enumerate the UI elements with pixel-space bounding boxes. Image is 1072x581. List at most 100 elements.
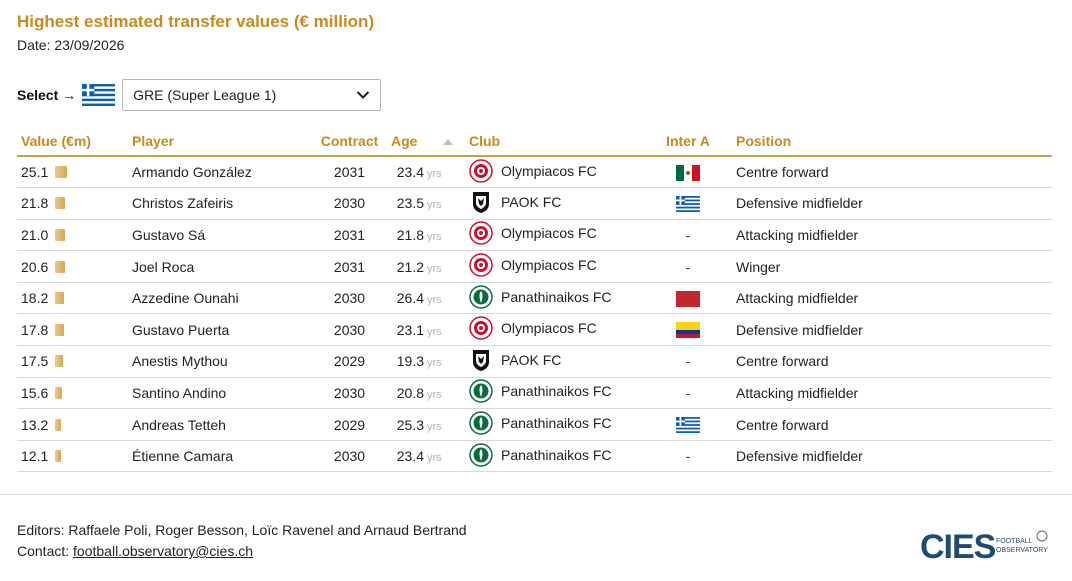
position-cell: Winger <box>724 250 1052 283</box>
morocco-flag-icon <box>676 290 700 307</box>
age-value: 25.3 <box>396 416 424 433</box>
olympiacos-crest-icon <box>469 253 493 277</box>
column-header-value[interactable]: Value (€m) <box>17 126 128 157</box>
column-header-inter[interactable]: Inter A <box>652 126 724 157</box>
contract-cell: 2031 <box>312 250 387 283</box>
player-cell: Étienne Camara <box>128 440 312 473</box>
club-cell: Panathinaikos FC <box>465 440 652 473</box>
value-cell: 25.1 <box>17 156 128 189</box>
table-header-row: Value (€m) Player Contract Age Club Inte… <box>17 126 1052 157</box>
inter-cell: - <box>652 219 724 252</box>
club-cell: Panathinaikos FC <box>465 377 652 410</box>
value-text: 18.2 <box>21 290 49 307</box>
panathinaikos-crest-icon <box>469 442 493 467</box>
table-row: 18.2 Azzedine Ounahi 2030 26.4 yrs Panathinai… <box>17 282 1052 315</box>
inter-empty: - <box>685 226 691 243</box>
position-cell: Attacking midfielder <box>724 219 1052 252</box>
table-row: 17.5 Anestis Mythou 2029 19.3 yrs PAOK FC - Cen… <box>17 345 1052 378</box>
age-value: 23.1 <box>396 321 424 338</box>
value-bar <box>55 323 65 336</box>
value-text: 21.8 <box>21 195 49 212</box>
age-cell: 21.2 yrs <box>387 250 465 283</box>
player-cell: Gustavo Puerta <box>128 313 312 347</box>
age-value: 20.8 <box>396 384 424 401</box>
contract-cell: 2030 <box>312 440 387 473</box>
player-cell: Gustavo Sá <box>128 219 312 252</box>
column-header-contract[interactable]: Contract <box>312 126 387 157</box>
club-name: Panathinaikos FC <box>501 415 612 432</box>
player-cell: Azzedine Ounahi <box>128 282 312 315</box>
table-row: 12.1 Étienne Camara 2030 23.4 yrs Panathinaik… <box>17 440 1052 473</box>
contract-cell: 2030 <box>312 187 387 220</box>
inter-empty: - <box>685 258 691 275</box>
age-unit: yrs <box>427 388 442 401</box>
value-cell: 17.5 <box>17 345 128 378</box>
table-row: 15.6 Santino Andino 2030 20.8 yrs Panathinaik… <box>17 377 1052 410</box>
column-header-position[interactable]: Position <box>724 126 1052 157</box>
age-value: 21.8 <box>396 226 424 243</box>
inter-cell <box>652 156 724 189</box>
club-name: Olympiacos FC <box>501 162 597 179</box>
position-cell: Defensive midfielder <box>724 187 1052 220</box>
age-value: 26.4 <box>396 290 424 307</box>
inter-cell <box>652 408 724 441</box>
paok-crest-icon <box>473 191 489 213</box>
club-cell: PAOK FC <box>465 187 652 220</box>
value-cell: 12.1 <box>17 440 128 473</box>
table-row: 21.8 Christos Zafeiris 2030 23.5 yrs PAOK FC D… <box>17 187 1052 220</box>
cies-logo: CIES FOOTBALL OBSERVATORY <box>920 528 1048 564</box>
value-bar <box>55 228 66 241</box>
column-header-age-label: Age <box>391 132 418 149</box>
value-cell: 21.8 <box>17 187 128 220</box>
panathinaikos-crest-icon <box>469 411 493 435</box>
editors-text: Editors: Raffaele Poli, Roger Besson, Lo… <box>17 522 467 538</box>
age-cell: 23.4 yrs <box>387 156 465 189</box>
cies-logo-sub1: FOOTBALL <box>996 538 1033 545</box>
age-value: 23.4 <box>396 164 424 181</box>
contract-cell: 2031 <box>312 156 387 189</box>
colombia-flag-icon <box>676 322 700 339</box>
club-name: Panathinaikos FC <box>501 446 612 463</box>
inter-cell: - <box>652 377 724 410</box>
value-cell: 18.2 <box>17 282 128 315</box>
age-unit: yrs <box>427 357 442 370</box>
panathinaikos-crest-icon <box>469 379 493 404</box>
value-text: 17.5 <box>21 353 49 370</box>
inter-empty: - <box>685 448 691 465</box>
contact-line: Contact: football.observatory@cies.ch <box>17 541 467 562</box>
value-cell: 20.6 <box>17 250 128 283</box>
column-header-age[interactable]: Age <box>387 126 465 157</box>
player-cell: Armando González <box>128 156 312 189</box>
column-header-player[interactable]: Player <box>128 126 312 157</box>
table-row: 13.2 Andreas Tetteh 2029 25.3 yrs Panathinaik… <box>17 408 1052 441</box>
position-cell: Attacking midfielder <box>724 377 1052 410</box>
age-value: 23.5 <box>396 195 424 212</box>
club-name: PAOK FC <box>501 193 562 210</box>
contract-cell: 2029 <box>312 345 387 378</box>
page-title: Highest estimated transfer values (€ mil… <box>17 12 375 31</box>
value-text: 15.6 <box>21 384 49 401</box>
club-name: Olympiacos FC <box>501 320 597 337</box>
player-cell: Anestis Mythou <box>128 345 312 378</box>
player-cell: Santino Andino <box>128 377 312 410</box>
inter-cell <box>652 187 724 220</box>
footer: Editors: Raffaele Poli, Roger Besson, Lo… <box>17 520 467 562</box>
value-cell: 15.6 <box>17 377 128 410</box>
value-bar <box>55 197 66 210</box>
olympiacos-crest-icon <box>469 158 493 183</box>
greece-flag-icon <box>676 417 700 434</box>
league-selector-row: Select → GRE (Super League 1) <box>17 79 382 111</box>
league-dropdown[interactable]: GRE (Super League 1) <box>122 79 382 111</box>
contact-email-link[interactable]: football.observatory@cies.ch <box>73 543 253 559</box>
contract-cell: 2031 <box>312 219 387 252</box>
table-row: 20.6 Joel Roca 2031 21.2 yrs Olympiacos FC - Wi… <box>17 250 1052 283</box>
age-unit: yrs <box>427 199 442 212</box>
value-cell: 21.0 <box>17 219 128 252</box>
league-dropdown-value: GRE (Super League 1) <box>133 87 277 103</box>
column-header-club[interactable]: Club <box>465 126 652 157</box>
transfer-values-table: Value (€m) Player Contract Age Club Inte… <box>17 126 1052 473</box>
club-cell: Olympiacos FC <box>465 250 652 283</box>
age-cell: 25.3 yrs <box>387 408 465 441</box>
position-cell: Defensive midfielder <box>724 313 1052 347</box>
value-bar <box>55 450 62 463</box>
